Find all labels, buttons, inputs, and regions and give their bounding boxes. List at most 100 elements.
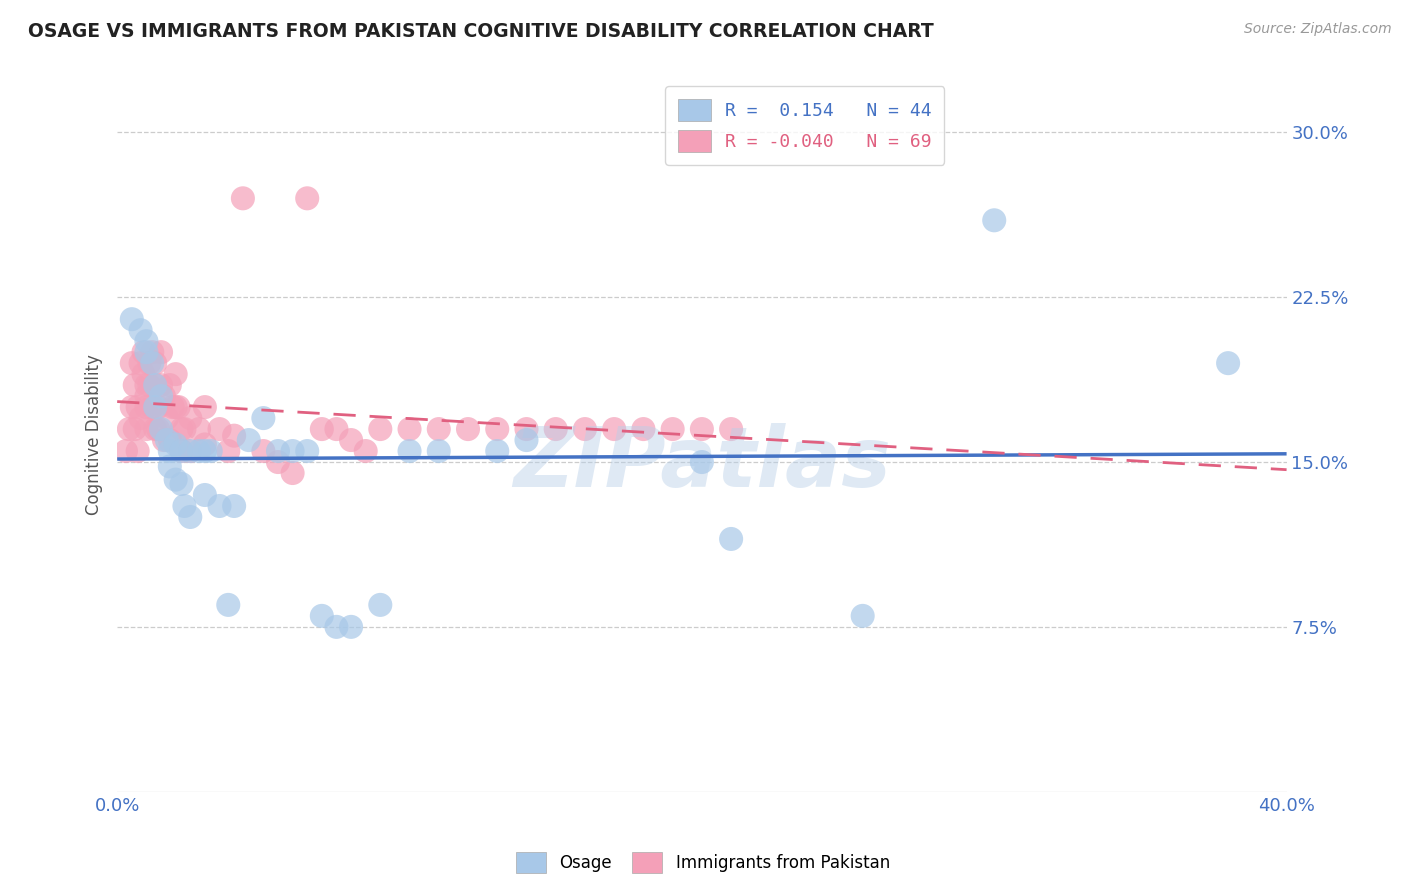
Point: [170, 444, 193, 458]
Point: [150, 345, 173, 359]
Point: [121, 312, 143, 326]
Point: [141, 400, 163, 414]
Point: [129, 356, 152, 370]
Point: [179, 444, 201, 458]
Point: [515, 422, 537, 436]
Point: [232, 191, 254, 205]
Point: [124, 378, 146, 392]
Point: [188, 422, 211, 436]
Point: [267, 444, 290, 458]
Point: [173, 422, 195, 436]
Point: [188, 444, 211, 458]
Point: [179, 510, 201, 524]
Text: OSAGE VS IMMIGRANTS FROM PAKISTAN COGNITIVE DISABILITY CORRELATION CHART: OSAGE VS IMMIGRANTS FROM PAKISTAN COGNIT…: [28, 22, 934, 41]
Point: [141, 356, 163, 370]
Point: [156, 411, 179, 425]
Point: [574, 422, 596, 436]
Point: [368, 598, 391, 612]
Point: [457, 422, 479, 436]
Point: [132, 345, 155, 359]
Point: [153, 389, 176, 403]
Point: [224, 499, 246, 513]
Point: [129, 323, 152, 337]
Point: [340, 620, 363, 634]
Point: [208, 422, 231, 436]
Point: [179, 444, 201, 458]
Point: [170, 422, 193, 436]
Point: [194, 488, 217, 502]
Point: [156, 433, 179, 447]
Text: Source: ZipAtlas.com: Source: ZipAtlas.com: [1244, 22, 1392, 37]
Point: [252, 444, 274, 458]
Point: [127, 400, 149, 414]
Point: [690, 422, 713, 436]
Point: [153, 433, 176, 447]
Point: [238, 433, 260, 447]
Point: [224, 428, 246, 442]
Point: [143, 356, 166, 370]
Point: [633, 422, 655, 436]
Point: [165, 473, 187, 487]
Point: [146, 400, 169, 414]
Point: [690, 455, 713, 469]
Point: [170, 477, 193, 491]
Y-axis label: Cognitive Disability: Cognitive Disability: [86, 354, 103, 515]
Point: [159, 444, 181, 458]
Point: [325, 422, 347, 436]
Point: [427, 444, 450, 458]
Point: [544, 422, 567, 436]
Point: [720, 422, 742, 436]
Point: [173, 499, 195, 513]
Point: [146, 422, 169, 436]
Text: ZIPatlas: ZIPatlas: [513, 423, 891, 504]
Legend: R =  0.154   N = 44, R = -0.040   N = 69: R = 0.154 N = 44, R = -0.040 N = 69: [665, 87, 945, 165]
Point: [121, 356, 143, 370]
Point: [135, 345, 157, 359]
Point: [135, 400, 157, 414]
Point: [603, 422, 626, 436]
Point: [354, 444, 377, 458]
Point: [297, 444, 319, 458]
Point: [129, 411, 152, 425]
Point: [179, 411, 201, 425]
Point: [150, 422, 173, 436]
Point: [217, 444, 239, 458]
Point: [165, 437, 187, 451]
Point: [127, 444, 149, 458]
Point: [170, 444, 193, 458]
Point: [486, 444, 509, 458]
Point: [515, 433, 537, 447]
Point: [121, 400, 143, 414]
Point: [118, 422, 141, 436]
Point: [311, 608, 333, 623]
Point: [159, 459, 181, 474]
Point: [165, 367, 187, 381]
Point: [115, 444, 138, 458]
Point: [143, 378, 166, 392]
Point: [141, 345, 163, 359]
Point: [138, 378, 160, 392]
Point: [983, 213, 1005, 227]
Point: [132, 367, 155, 381]
Point: [1216, 356, 1239, 370]
Point: [194, 400, 217, 414]
Point: [150, 389, 173, 403]
Point: [143, 378, 166, 392]
Point: [200, 444, 222, 458]
Point: [135, 334, 157, 348]
Point: [135, 389, 157, 403]
Point: [720, 532, 742, 546]
Point: [135, 378, 157, 392]
Point: [398, 422, 420, 436]
Point: [340, 433, 363, 447]
Point: [486, 422, 509, 436]
Point: [252, 411, 274, 425]
Point: [281, 466, 304, 480]
Legend: Osage, Immigrants from Pakistan: Osage, Immigrants from Pakistan: [509, 846, 897, 880]
Point: [150, 378, 173, 392]
Point: [398, 444, 420, 458]
Point: [311, 422, 333, 436]
Point: [162, 400, 184, 414]
Point: [194, 437, 217, 451]
Point: [427, 422, 450, 436]
